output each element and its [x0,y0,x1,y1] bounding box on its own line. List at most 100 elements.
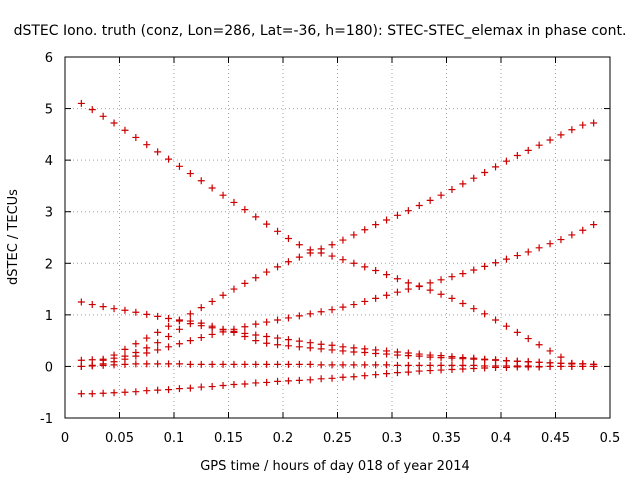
data-point [154,386,162,394]
data-point [393,211,401,219]
y-tick-label: 2 [45,257,53,272]
data-point [230,328,238,336]
x-tick-label: 0.35 [432,431,461,446]
data-point [535,363,543,371]
data-point [263,268,271,276]
data-point [252,379,260,387]
data-point [77,362,85,370]
data-point [448,294,456,302]
data-point [459,270,467,278]
data-point [350,231,358,239]
data-point [154,360,162,368]
data-point [481,356,489,364]
data-point [284,314,292,322]
data-point [252,274,260,282]
data-point [186,384,194,392]
data-point [88,390,96,398]
data-point [481,262,489,270]
data-point [88,301,96,309]
data-point [263,378,271,386]
data-point [143,334,151,342]
data-point [241,360,249,368]
data-point [492,363,500,371]
data-point [186,310,194,318]
data-point [383,271,391,279]
data-point [546,240,554,248]
series-5 [77,317,598,368]
data-point [317,308,325,316]
data-point [361,263,369,271]
data-point [197,304,205,312]
data-point [328,252,336,260]
data-point [481,364,489,372]
data-point [339,361,347,369]
data-point [470,305,478,313]
y-tick-label: 5 [45,103,53,118]
data-point [241,206,249,214]
data-point [165,155,173,163]
data-point [502,322,510,330]
data-point [154,346,162,354]
x-tick-label: 0.4 [491,431,512,446]
data-point [383,350,391,358]
data-point [154,328,162,336]
data-point [350,348,358,356]
data-point [241,279,249,287]
data-point [339,236,347,244]
data-point [415,282,423,290]
data-point [99,355,107,363]
data-point [132,388,140,396]
data-point [524,248,532,256]
y-tick-label: 0 [45,360,53,375]
data-point [99,303,107,311]
data-point [284,377,292,385]
y-tick-label: 6 [45,51,53,66]
data-point [492,316,500,324]
axis-ticks: 0 0.05 0.1 0.15 0.2 0.25 0.3 0.35 0.4 0.45 0.5 -1 0 1… [40,51,620,446]
data-point [274,227,282,235]
y-tick-label: 1 [45,309,53,324]
data-point [77,298,85,306]
data-point [165,322,173,330]
data-point [470,174,478,182]
data-point [110,354,118,362]
data-point [219,382,227,390]
data-point [306,376,314,384]
data-point [448,186,456,194]
data-point [557,236,565,244]
data-point [295,241,303,249]
data-point [175,340,183,348]
data-point [502,255,510,263]
data-point [230,198,238,206]
data-point [306,344,314,352]
data-point [274,263,282,271]
data-point [361,372,369,380]
data-point [306,360,314,368]
data-point [186,337,194,345]
data-point [426,353,434,361]
data-point [328,361,336,369]
data-point [317,361,325,369]
data-point [404,352,412,360]
data-point [110,305,118,313]
data-point [361,361,369,369]
data-point [99,361,107,369]
data-point [274,377,282,385]
data-point [295,376,303,384]
data-point [437,276,445,284]
data-point [383,216,391,224]
data-point [492,163,500,171]
data-point [175,317,183,325]
data-point [426,279,434,287]
data-point [437,354,445,362]
data-point [361,226,369,234]
data-point [230,380,238,388]
data-point [415,202,423,210]
data-point [557,131,565,139]
data-point [350,361,358,369]
data-point [524,363,532,371]
data-point [317,375,325,383]
data-point [393,361,401,369]
data-point [328,346,336,354]
